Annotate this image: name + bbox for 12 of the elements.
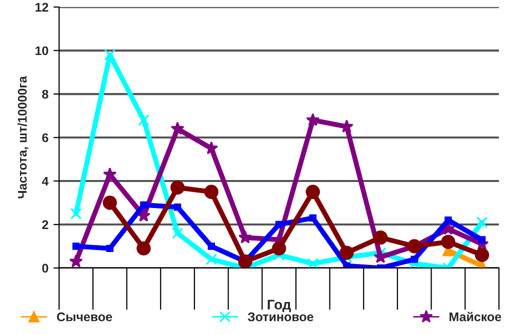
y-tick-label: 4 [42, 176, 49, 186]
y-tick-label: 12 [36, 2, 48, 12]
y-tick-label: 2 [42, 220, 48, 230]
y-tick-label: 8 [42, 90, 48, 99]
y-tick-label: 6 [42, 133, 48, 142]
y-tick-label: 0 [42, 264, 48, 273]
legend-label: Майское [450, 312, 502, 322]
legend-label: Зотиновое [248, 312, 314, 322]
y-tick-label: 10 [36, 46, 48, 56]
x-axis-title: Год [268, 300, 291, 312]
y-axis-title: Частота, шт/10000га [18, 76, 29, 198]
legend-label: Сычевое [56, 312, 112, 322]
